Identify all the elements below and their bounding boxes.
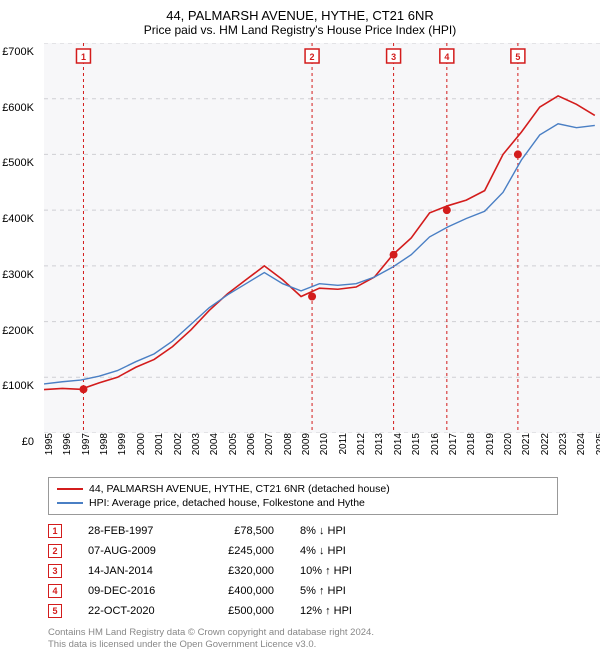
y-tick-label: £300K	[2, 269, 34, 281]
x-tick-label: 1999	[117, 433, 128, 455]
x-tick-label: 2014	[393, 433, 404, 455]
x-tick-label: 2003	[191, 433, 202, 455]
y-tick-label: £200K	[2, 325, 34, 337]
x-tick-label: 2021	[521, 433, 532, 455]
x-tick-label: 2007	[264, 433, 275, 455]
legend: 44, PALMARSH AVENUE, HYTHE, CT21 6NR (de…	[48, 477, 558, 515]
sale-date: 22-OCT-2020	[88, 605, 178, 617]
sale-marker-icon: 1	[48, 524, 62, 538]
x-tick-label: 2015	[411, 433, 422, 455]
x-tick-label: 2012	[356, 433, 367, 455]
y-tick-label: £500K	[2, 157, 34, 169]
x-tick-label: 2023	[558, 433, 569, 455]
sales-table: 1 28-FEB-1997 £78,500 8% ↓ HPI 2 07-AUG-2009 £…	[48, 521, 592, 621]
svg-text:5: 5	[515, 52, 520, 62]
plot-area: 1 2 3 4 5	[44, 43, 600, 433]
y-tick-label: £100K	[2, 380, 34, 392]
sale-marker-icon: 5	[48, 604, 62, 618]
x-tick-label: 2013	[374, 433, 385, 455]
sale-row: 1 28-FEB-1997 £78,500 8% ↓ HPI	[48, 521, 592, 541]
legend-label: HPI: Average price, detached house, Folk…	[89, 497, 365, 509]
svg-text:4: 4	[444, 52, 449, 62]
sale-delta: 4% ↓ HPI	[300, 545, 390, 557]
sale-row: 5 22-OCT-2020 £500,000 12% ↑ HPI	[48, 601, 592, 621]
sale-date: 28-FEB-1997	[88, 525, 178, 537]
svg-text:3: 3	[391, 52, 396, 62]
x-tick-label: 2011	[338, 433, 349, 455]
y-tick-label: £400K	[2, 213, 34, 225]
x-tick-label: 2024	[576, 433, 587, 455]
x-tick-label: 2017	[448, 433, 459, 455]
legend-swatch	[57, 488, 83, 490]
sale-price: £320,000	[204, 565, 274, 577]
legend-row: 44, PALMARSH AVENUE, HYTHE, CT21 6NR (de…	[57, 482, 549, 496]
x-tick-label: 2025	[595, 433, 600, 455]
x-tick-label: 2002	[173, 433, 184, 455]
chart-svg: 1 2 3 4 5	[44, 43, 600, 433]
x-tick-label: 2019	[485, 433, 496, 455]
sale-date: 09-DEC-2016	[88, 585, 178, 597]
sale-row: 2 07-AUG-2009 £245,000 4% ↓ HPI	[48, 541, 592, 561]
legend-row: HPI: Average price, detached house, Folk…	[57, 496, 549, 510]
sale-date: 07-AUG-2009	[88, 545, 178, 557]
sale-price: £245,000	[204, 545, 274, 557]
sale-price: £400,000	[204, 585, 274, 597]
sale-delta: 10% ↑ HPI	[300, 565, 390, 577]
x-tick-label: 1996	[62, 433, 73, 455]
x-tick-label: 2016	[430, 433, 441, 455]
sale-price: £500,000	[204, 605, 274, 617]
sale-delta: 8% ↓ HPI	[300, 525, 390, 537]
x-tick-label: 2009	[301, 433, 312, 455]
svg-text:2: 2	[310, 52, 315, 62]
chart-title: 44, PALMARSH AVENUE, HYTHE, CT21 6NR	[8, 8, 592, 23]
x-axis-labels: 1995 1996 1997 1998 1999 2000 2001 2002 2003 2004…	[44, 433, 600, 473]
footer-line-1: Contains HM Land Registry data © Crown c…	[48, 627, 592, 639]
sale-price: £78,500	[204, 525, 274, 537]
x-tick-label: 2000	[136, 433, 147, 455]
chart-container: 44, PALMARSH AVENUE, HYTHE, CT21 6NR Pri…	[0, 0, 600, 650]
sale-marker-icon: 2	[48, 544, 62, 558]
x-tick-label: 2020	[503, 433, 514, 455]
sale-marker-icon: 4	[48, 584, 62, 598]
sale-delta: 5% ↑ HPI	[300, 585, 390, 597]
x-tick-label: 1995	[44, 433, 55, 455]
y-tick-label: £700K	[2, 46, 34, 58]
legend-label: 44, PALMARSH AVENUE, HYTHE, CT21 6NR (de…	[89, 483, 390, 495]
x-tick-label: 2008	[283, 433, 294, 455]
x-tick-label: 2001	[154, 433, 165, 455]
y-tick-label: £0	[22, 436, 34, 448]
x-tick-label: 1998	[99, 433, 110, 455]
x-tick-label: 2018	[466, 433, 477, 455]
x-tick-label: 1997	[81, 433, 92, 455]
sale-row: 3 14-JAN-2014 £320,000 10% ↑ HPI	[48, 561, 592, 581]
chart-subtitle: Price paid vs. HM Land Registry's House …	[8, 23, 592, 37]
x-tick-label: 2006	[246, 433, 257, 455]
x-tick-label: 2005	[228, 433, 239, 455]
sale-date: 14-JAN-2014	[88, 565, 178, 577]
x-tick-label: 2010	[319, 433, 330, 455]
x-tick-label: 2022	[540, 433, 551, 455]
legend-swatch	[57, 502, 83, 504]
footer: Contains HM Land Registry data © Crown c…	[48, 627, 592, 652]
sale-row: 4 09-DEC-2016 £400,000 5% ↑ HPI	[48, 581, 592, 601]
y-tick-label: £600K	[2, 102, 34, 114]
sale-marker-icon: 3	[48, 564, 62, 578]
svg-text:1: 1	[81, 52, 86, 62]
x-tick-label: 2004	[209, 433, 220, 455]
sale-delta: 12% ↑ HPI	[300, 605, 390, 617]
y-axis-labels: £0£100K£200K£300K£400K£500K£600K£700K	[0, 52, 36, 442]
